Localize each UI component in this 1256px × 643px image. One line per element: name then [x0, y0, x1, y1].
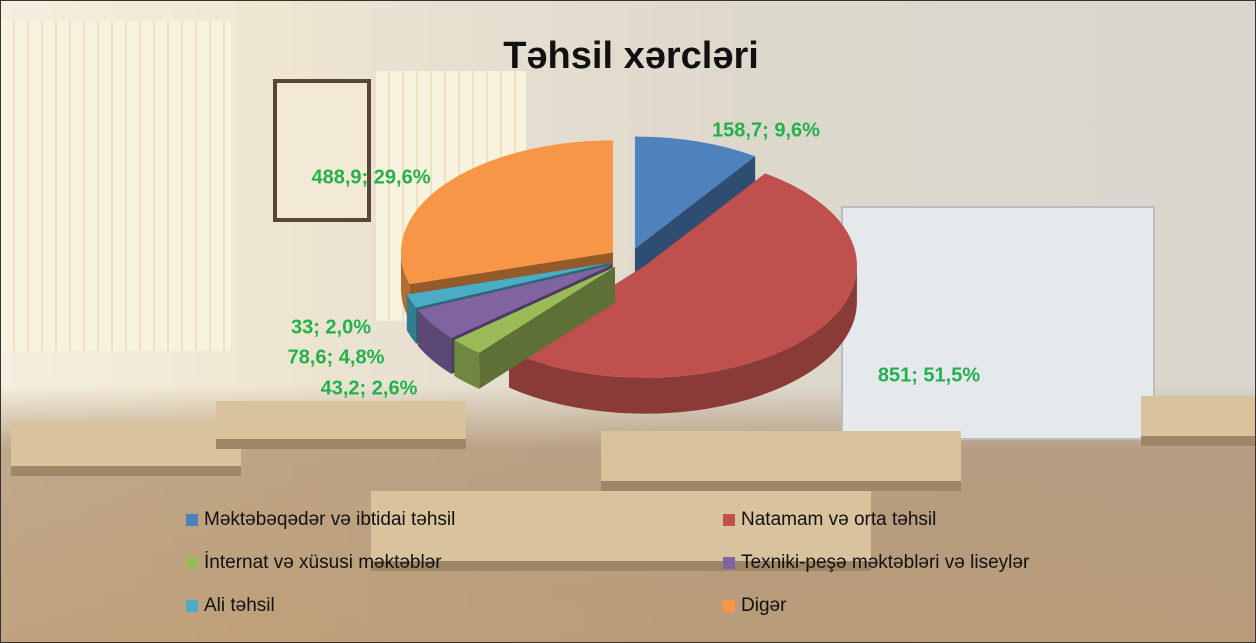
legend-swatch: [186, 514, 198, 526]
legend-label: Ali təhsil: [204, 595, 275, 616]
data-label: 43,2; 2,6%: [321, 377, 418, 399]
desk: [11, 421, 241, 476]
data-label: 158,7; 9,6%: [712, 119, 820, 141]
desk: [371, 491, 871, 571]
slice-side: [454, 339, 480, 389]
data-label: 488,9; 29,6%: [312, 166, 431, 188]
legend-swatch: [723, 514, 735, 526]
slice-side: [417, 309, 452, 374]
pie-slice: [400, 140, 613, 285]
pie-slice: [509, 173, 857, 378]
legend-label: Texniki-peşə məktəbləri və liseylər: [741, 552, 1030, 573]
chart-title: Təhsil xərcləri: [503, 35, 759, 77]
window-blinds: [1, 21, 231, 351]
slice-side: [509, 265, 857, 414]
data-label: 33; 2,0%: [291, 316, 371, 338]
slice-side: [454, 266, 615, 376]
legend-swatch: [186, 557, 198, 569]
legend-label: Digər: [741, 595, 787, 616]
board: [841, 206, 1155, 440]
legend-swatch: [723, 600, 735, 612]
pie-slice: [417, 264, 613, 338]
desk: [1141, 396, 1255, 446]
pie-slice: [634, 136, 756, 249]
legend-swatch: [186, 600, 198, 612]
legend-label: Natamam və orta təhsil: [741, 509, 936, 530]
poster: [273, 79, 371, 222]
slice-side: [406, 294, 416, 344]
desk: [601, 431, 961, 491]
slice-group: [454, 266, 615, 389]
legend-swatch: [723, 557, 735, 569]
pie-slice: [454, 266, 615, 353]
data-label: 851; 51,5%: [878, 364, 981, 386]
legend-label: Məktəbəqədər və ibtidai təhsil: [204, 509, 455, 530]
pie-slice: [406, 262, 611, 308]
desk: [216, 401, 466, 449]
data-label: 78,6; 4,8%: [288, 346, 385, 368]
legend-label: İnternat və xüsusi məktəblər: [204, 552, 442, 573]
